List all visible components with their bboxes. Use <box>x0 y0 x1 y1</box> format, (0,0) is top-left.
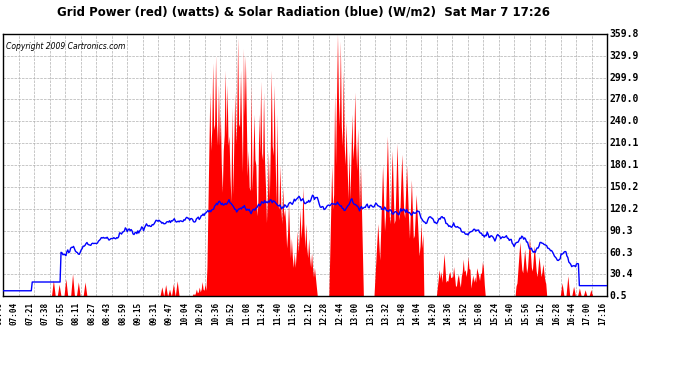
Text: 09:47: 09:47 <box>165 302 174 325</box>
Text: 13:32: 13:32 <box>382 302 391 325</box>
Text: 15:08: 15:08 <box>474 302 484 325</box>
Text: 12:28: 12:28 <box>319 302 328 325</box>
Text: 08:43: 08:43 <box>103 302 112 325</box>
Text: 180.1: 180.1 <box>609 160 639 170</box>
Text: 09:31: 09:31 <box>149 302 158 325</box>
Text: 12:12: 12:12 <box>304 302 313 325</box>
Text: 16:28: 16:28 <box>552 302 561 325</box>
Text: 11:08: 11:08 <box>242 302 251 325</box>
Text: 17:16: 17:16 <box>598 302 607 325</box>
Text: 14:04: 14:04 <box>413 302 422 325</box>
Text: 329.9: 329.9 <box>609 51 639 61</box>
Text: 06:46: 06:46 <box>0 302 3 325</box>
Text: 10:36: 10:36 <box>211 302 220 325</box>
Text: 09:15: 09:15 <box>134 302 143 325</box>
Text: 10:04: 10:04 <box>180 302 189 325</box>
Text: 0.5: 0.5 <box>609 291 627 301</box>
Text: Copyright 2009 Cartronics.com: Copyright 2009 Cartronics.com <box>6 42 126 51</box>
Text: 30.4: 30.4 <box>609 269 633 279</box>
Text: 210.1: 210.1 <box>609 138 639 148</box>
Text: 08:27: 08:27 <box>88 302 97 325</box>
Text: 14:52: 14:52 <box>459 302 468 325</box>
Text: 17:00: 17:00 <box>583 302 592 325</box>
Text: 11:40: 11:40 <box>273 302 282 325</box>
Text: 270.0: 270.0 <box>609 94 639 104</box>
Text: 90.3: 90.3 <box>609 226 633 236</box>
Text: 15:24: 15:24 <box>490 302 499 325</box>
Text: 07:55: 07:55 <box>57 302 66 325</box>
Text: 16:44: 16:44 <box>567 302 576 325</box>
Text: 10:52: 10:52 <box>226 302 236 325</box>
Text: 60.3: 60.3 <box>609 248 633 258</box>
Text: 10:20: 10:20 <box>196 302 205 325</box>
Text: 13:16: 13:16 <box>366 302 375 325</box>
Text: 15:56: 15:56 <box>521 302 530 325</box>
Text: 299.9: 299.9 <box>609 72 639 82</box>
Text: 12:44: 12:44 <box>335 302 344 325</box>
Text: 15:40: 15:40 <box>505 302 514 325</box>
Text: 07:38: 07:38 <box>41 302 50 325</box>
Text: 11:56: 11:56 <box>288 302 297 325</box>
Text: 150.2: 150.2 <box>609 182 639 192</box>
Text: 359.8: 359.8 <box>609 29 639 39</box>
Text: 08:11: 08:11 <box>72 302 81 325</box>
Text: 07:04: 07:04 <box>10 302 19 325</box>
Text: 16:12: 16:12 <box>536 302 545 325</box>
Text: 240.0: 240.0 <box>609 116 639 126</box>
Text: 08:59: 08:59 <box>118 302 127 325</box>
Text: 13:00: 13:00 <box>351 302 359 325</box>
Text: 14:36: 14:36 <box>444 302 453 325</box>
Text: 14:20: 14:20 <box>428 302 437 325</box>
Text: 11:24: 11:24 <box>257 302 266 325</box>
Text: 07:21: 07:21 <box>26 302 34 325</box>
Text: Grid Power (red) (watts) & Solar Radiation (blue) (W/m2)  Sat Mar 7 17:26: Grid Power (red) (watts) & Solar Radiati… <box>57 6 550 19</box>
Text: 120.2: 120.2 <box>609 204 639 214</box>
Text: 13:48: 13:48 <box>397 302 406 325</box>
